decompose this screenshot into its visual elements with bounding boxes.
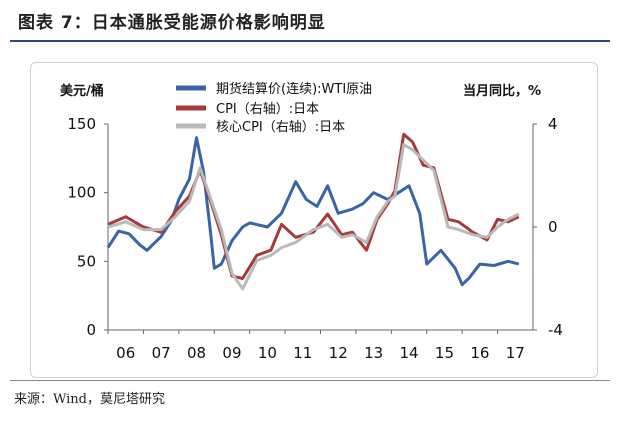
x-axis-tick-label: 06 xyxy=(116,344,135,362)
left-axis-tick-label: 50 xyxy=(77,252,96,270)
x-axis-tick-label: 07 xyxy=(152,344,171,362)
title-divider xyxy=(10,40,610,42)
legend-label-2: CPI（右轴）:日本 xyxy=(216,102,319,117)
x-axis-tick-label: 09 xyxy=(222,344,241,362)
x-axis-tick-label: 17 xyxy=(506,344,525,362)
x-axis-tick-label: 12 xyxy=(329,344,348,362)
legend-label-1: 期货结算价(连续):WTI原油 xyxy=(216,81,372,97)
series-line-1 xyxy=(106,136,520,287)
left-axis-tick-label: 0 xyxy=(86,321,96,339)
right-axis-tick-label: 0 xyxy=(548,218,558,236)
figure-title: 图表 7：日本通胀受能源价格影响明显 xyxy=(18,13,326,33)
left-axis-unit: 美元/桶 xyxy=(60,84,104,99)
right-axis-tick-label: -4 xyxy=(548,321,563,339)
x-axis-tick-label: 15 xyxy=(435,344,454,362)
left-axis-tick-label: 100 xyxy=(67,184,96,202)
source-note: 来源：Wind，莫尼塔研究 xyxy=(14,392,165,407)
x-axis-tick-label: 08 xyxy=(187,344,206,362)
chart-frame xyxy=(30,62,598,378)
x-axis-tick-label: 13 xyxy=(364,344,383,362)
footer-divider xyxy=(10,380,610,381)
x-axis-tick-label: 14 xyxy=(399,344,418,362)
left-axis-tick-label: 150 xyxy=(67,115,96,133)
x-axis-tick-label: 10 xyxy=(258,344,277,362)
right-axis-tick-label: 4 xyxy=(548,115,558,133)
right-axis-unit: 当月同比，% xyxy=(463,84,542,99)
x-axis-tick-label: 11 xyxy=(293,344,312,362)
x-axis-tick-label: 16 xyxy=(470,344,489,362)
series-line-2 xyxy=(107,132,520,280)
legend-label-3: 核心CPI（右轴）:日本 xyxy=(216,120,345,135)
series-line-3 xyxy=(107,143,520,291)
